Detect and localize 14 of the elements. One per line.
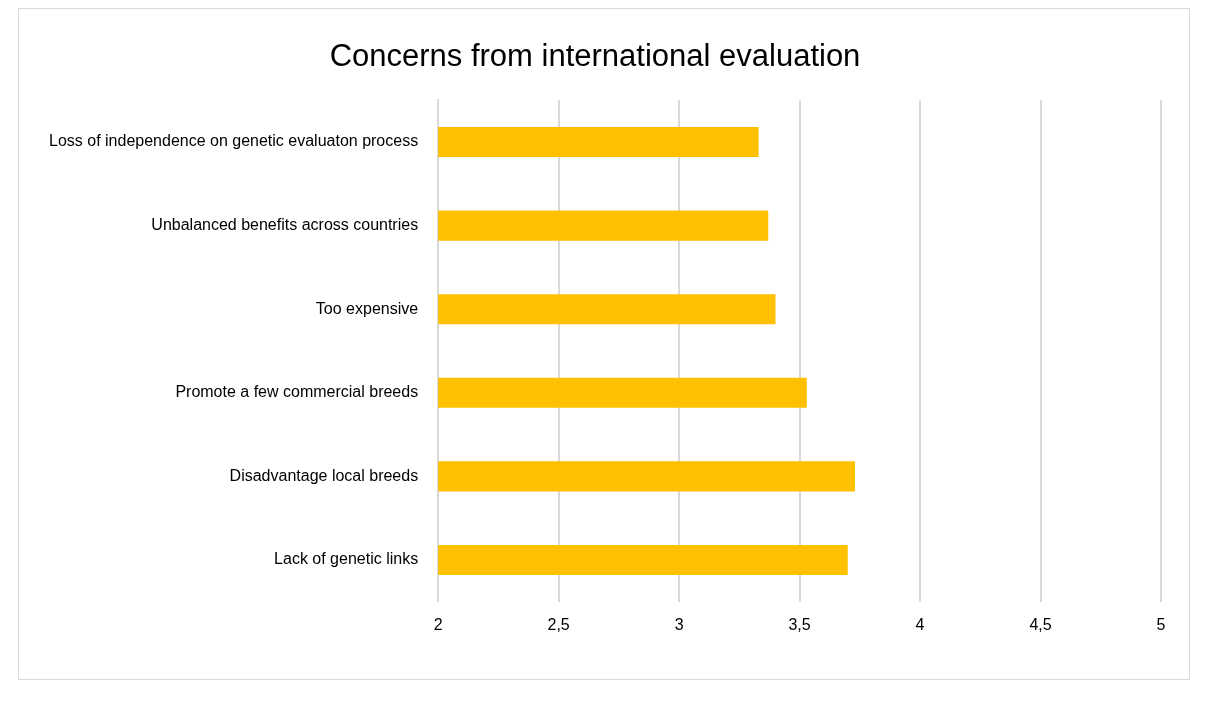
chart-title: Concerns from international evaluation <box>329 38 861 74</box>
x-tick-label: 3,5 <box>788 615 811 633</box>
x-tick-label: 2,5 <box>547 615 570 633</box>
x-tick-label: 4,5 <box>1029 615 1052 633</box>
y-tick-label: Lack of genetic links <box>274 550 419 568</box>
y-tick-label: Unbalanced benefits across countries <box>151 216 419 234</box>
x-tick-label: 2 <box>433 615 443 633</box>
y-tick-label: Loss of independence on genetic evaluaton process <box>49 132 419 150</box>
y-tick-label: Disadvantage local breeds <box>229 466 419 484</box>
x-tick-label: 4 <box>915 615 925 633</box>
x-tick-label: 5 <box>1156 615 1166 633</box>
y-tick-label: Too expensive <box>315 299 419 317</box>
x-tick-label: 3 <box>674 615 684 633</box>
y-tick-label: Promote a few commercial breeds <box>175 383 419 401</box>
